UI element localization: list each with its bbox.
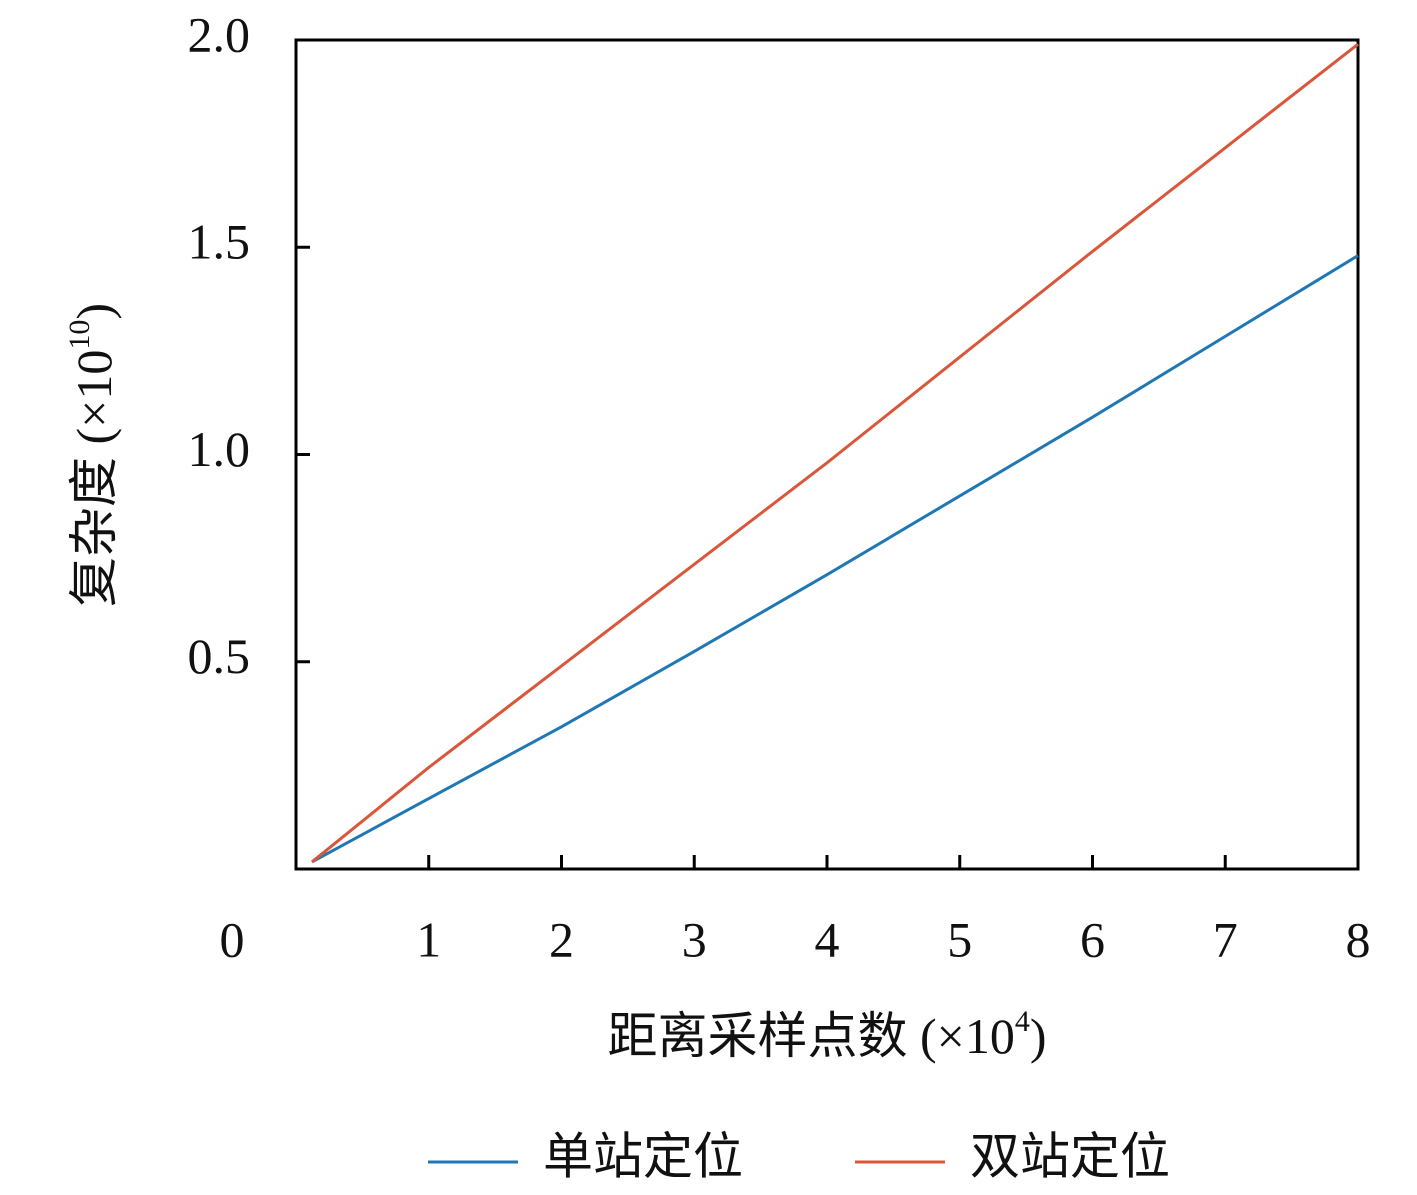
y-tick-label: 1.0 [188, 421, 251, 477]
x-tick-label: 4 [815, 911, 840, 967]
y-tick-label: 1.5 [188, 214, 251, 270]
legend-label: 双站定位 [970, 1128, 1170, 1184]
x-tick-label: 6 [1080, 911, 1105, 967]
line-series [311, 254, 1359, 864]
y-tick-label: 2.0 [188, 6, 251, 62]
x-axis-label-text: 距离采样点数 (×10 [607, 1008, 1014, 1064]
y-axis-label-sup: 10 [63, 320, 96, 350]
x-axis-label-sup: 4 [1015, 1005, 1030, 1038]
y-axis-label-text: 复杂度 (×10 [66, 350, 122, 607]
plot-frame [294, 38, 1360, 871]
x-axis-label: 距离采样点数 (×104) [607, 1005, 1046, 1065]
legend-label: 单站定位 [543, 1128, 743, 1184]
x-tick-label: 3 [682, 911, 707, 967]
x-tick-label: 5 [947, 911, 972, 967]
y-tick-label: 0.5 [188, 628, 251, 684]
x-tick-label: 7 [1213, 911, 1238, 967]
x-tick-label: 0 [220, 911, 245, 967]
x-tick-label: 2 [549, 911, 574, 967]
y-axis-label-end: ) [66, 303, 122, 320]
x-tick-label: 1 [416, 911, 441, 967]
x-axis-label-end: ) [1030, 1008, 1047, 1064]
line-series [310, 42, 1359, 864]
x-tick-label: 8 [1346, 911, 1371, 967]
y-axis-label: 复杂度 (×1010) [63, 303, 123, 607]
